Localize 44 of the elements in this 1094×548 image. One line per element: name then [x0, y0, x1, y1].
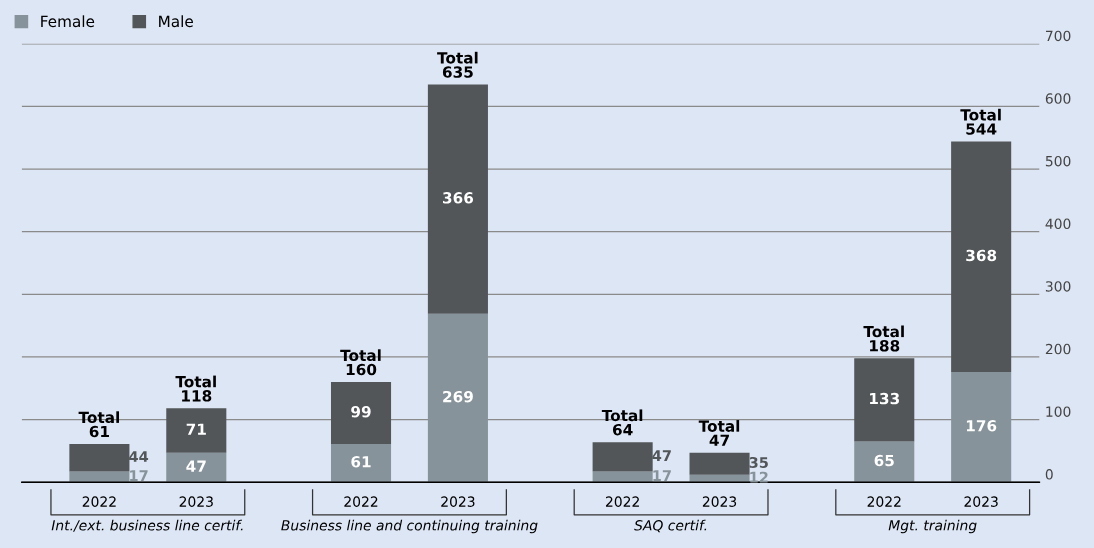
total-label: Total 47	[698, 420, 740, 446]
data-label: 61	[351, 456, 371, 468]
x-tick-label: 2023	[964, 496, 998, 507]
text: Mgt. training	[888, 519, 977, 534]
x-tick-label: 2022	[867, 496, 901, 507]
x-tick-label: 2022	[605, 496, 639, 507]
data-label: 71	[186, 423, 206, 435]
total-label: Total 635	[437, 51, 478, 78]
y-tick-label: 700	[1045, 30, 1071, 42]
y-tick-label: 100	[1046, 406, 1071, 417]
total-label: Total 544	[960, 108, 1001, 135]
data-label: 133	[870, 392, 899, 405]
data-label: 44	[129, 451, 149, 462]
data-label: 368	[966, 249, 997, 262]
legend-label: Male	[159, 15, 193, 28]
y-tick-label: 400	[1045, 218, 1071, 230]
data-label: 99	[351, 405, 371, 418]
data-label: 65	[874, 454, 894, 467]
x-tick-label: 2022	[82, 496, 116, 507]
text: SAQ certif.	[634, 519, 707, 533]
text: Int./ext. business line certif.	[51, 519, 243, 532]
data-label: 47	[186, 460, 206, 472]
total-label: Total 64	[601, 409, 643, 436]
x-tick-label: 2023	[179, 496, 213, 507]
total-label: Total 188	[863, 325, 904, 352]
text: Business line and continuing training	[281, 519, 538, 534]
data-label: 17	[130, 470, 148, 481]
x-tick-label: 2022	[344, 496, 378, 507]
y-tick-label: 300	[1045, 281, 1071, 292]
data-label: 12	[750, 471, 768, 483]
x-tick-label: 2023	[441, 496, 475, 507]
y-tick-label: 500	[1045, 155, 1071, 167]
legend-label: Female	[41, 15, 95, 28]
total-label: Total 160	[340, 349, 381, 376]
total-label: Total 61	[78, 411, 119, 438]
y-tick-label: 200	[1045, 343, 1071, 355]
data-label: 366	[442, 192, 474, 204]
y-tick-label: 0	[1045, 469, 1053, 480]
data-label: 269	[443, 390, 473, 403]
total-label: Total 118	[175, 375, 216, 402]
data-label: 17	[653, 470, 671, 481]
data-label: 176	[966, 420, 997, 432]
x-tick-label: 2023	[702, 496, 737, 507]
y-tick-label: 600	[1045, 93, 1071, 104]
